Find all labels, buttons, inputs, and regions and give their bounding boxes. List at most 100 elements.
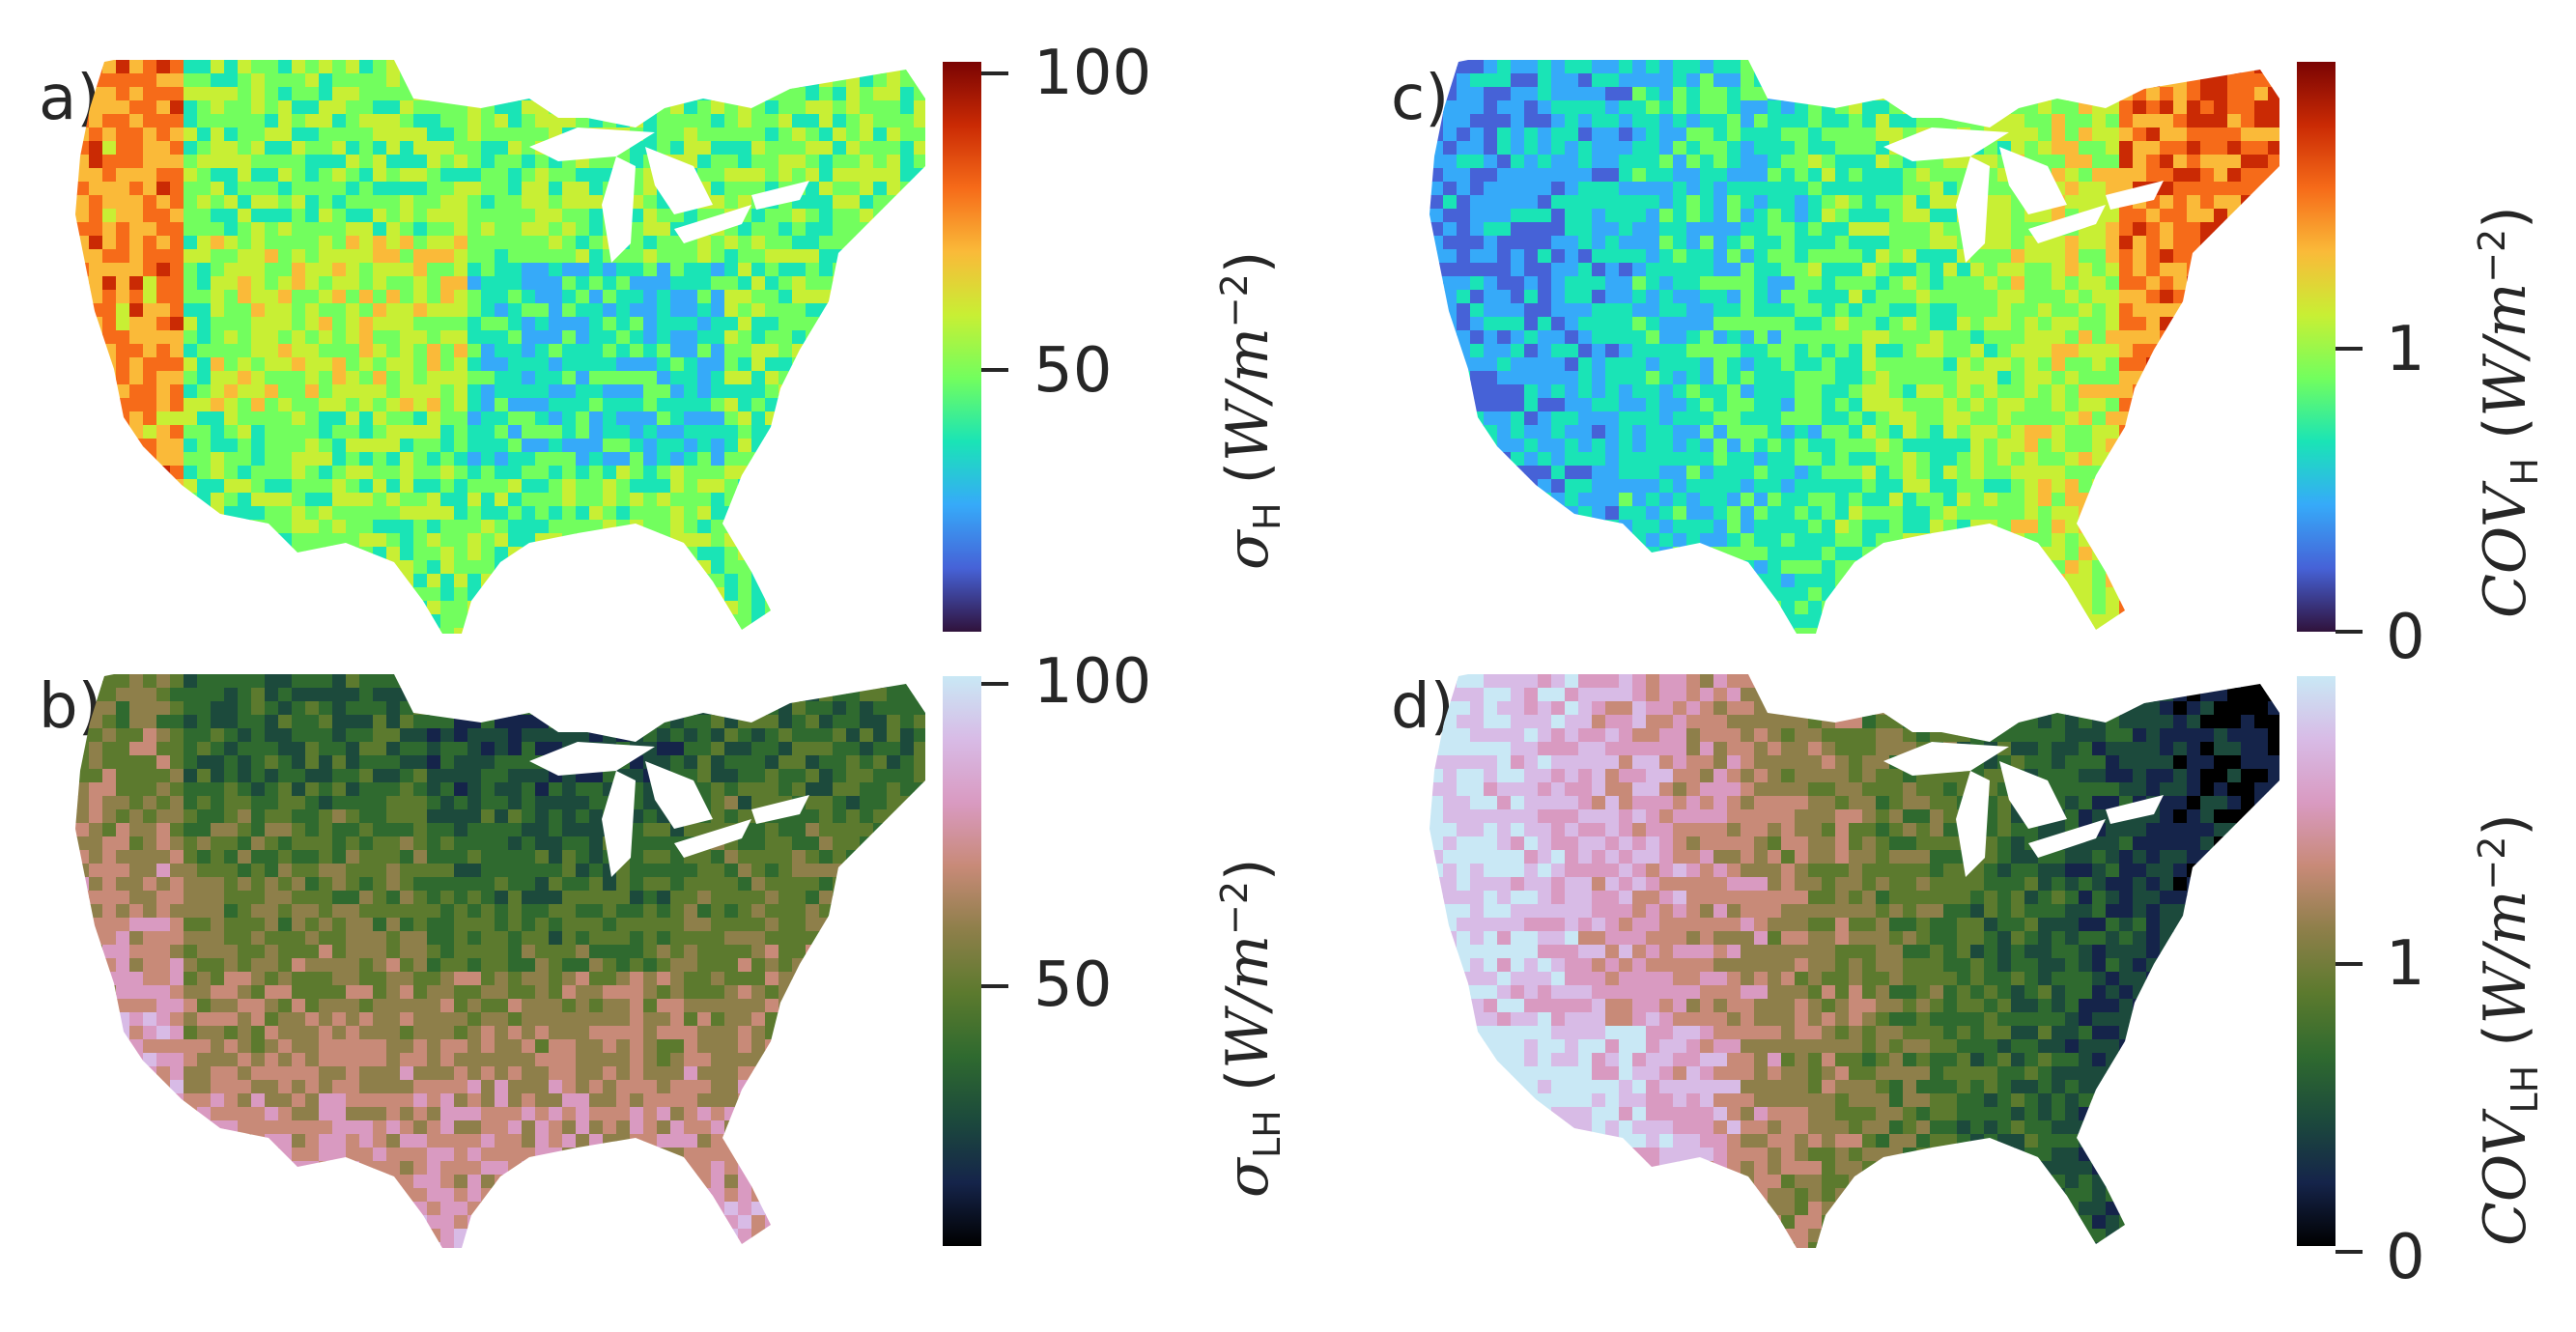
map-cell: [319, 168, 333, 183]
map-cell: [129, 466, 144, 480]
map-cell: [900, 728, 915, 743]
map-cell: [860, 357, 874, 372]
map-cell: [102, 755, 117, 770]
map-cell: [238, 439, 252, 453]
map-cell: [495, 891, 509, 905]
map-cell: [738, 371, 752, 385]
map-cell: [819, 864, 834, 878]
map-cell: [535, 384, 550, 399]
map-cell: [454, 742, 468, 756]
map-cell: [806, 574, 820, 588]
map-cell: [765, 728, 779, 743]
map-cell: [102, 601, 117, 615]
map-cell: [440, 628, 455, 634]
map-cell: [589, 439, 604, 453]
map-cell: [549, 614, 563, 629]
map-cell: [927, 290, 933, 304]
map-cell: [549, 276, 563, 291]
map-cell: [454, 1066, 468, 1081]
map-cell: [143, 60, 157, 74]
map-cell: [359, 560, 374, 575]
map-cell: [481, 1039, 495, 1054]
great-lake: [674, 205, 751, 243]
map-cell: [738, 493, 752, 507]
map-cell: [697, 1120, 712, 1135]
map-cell: [684, 384, 698, 399]
map-cell: [873, 674, 888, 689]
map-cell: [860, 688, 874, 702]
map-cell: [738, 836, 752, 851]
map-cell: [278, 357, 293, 372]
map-cell: [860, 182, 874, 196]
map-cell: [751, 141, 766, 156]
map-cell: [724, 195, 739, 210]
map-cell: [170, 100, 184, 115]
map-cell: [765, 466, 779, 480]
map-cell: [211, 891, 225, 905]
map-cell: [765, 479, 779, 494]
map-cell: [400, 1093, 414, 1108]
map-cell: [887, 506, 901, 521]
map-cell: [211, 276, 225, 291]
map-cell: [359, 114, 374, 128]
map-cell: [873, 823, 888, 837]
map-cell: [251, 688, 266, 702]
map-cell: [89, 100, 103, 115]
map-cell: [589, 466, 604, 480]
map-cell: [359, 398, 374, 412]
map-cell: [170, 371, 184, 385]
map-cell: [833, 688, 847, 702]
map-cell: [589, 547, 604, 561]
map-cell: [292, 796, 306, 810]
map-cell: [589, 1093, 604, 1108]
map-cell: [833, 371, 847, 385]
map-cell: [332, 114, 347, 128]
map-cell: [170, 823, 184, 837]
map-cell: [305, 891, 320, 905]
map-cell: [643, 344, 658, 358]
map-sensible-heat-std: [75, 60, 933, 634]
map-cell: [616, 547, 631, 561]
map-cell: [440, 1012, 455, 1027]
map-cell: [630, 357, 644, 372]
map-cell: [630, 715, 644, 729]
map-cell: [900, 628, 915, 634]
map-cell: [711, 628, 725, 634]
map-cell: [549, 195, 563, 210]
map-cell: [616, 728, 631, 743]
map-cell: [914, 100, 925, 115]
map-cell: [143, 823, 157, 837]
map-cell: [684, 715, 698, 729]
map-cell: [427, 506, 441, 521]
map-cell: [427, 168, 441, 183]
map-cell: [319, 411, 333, 426]
map-cell: [846, 742, 861, 756]
map-cell: [778, 985, 793, 1000]
map-cell: [508, 533, 523, 548]
map-cell: [454, 1053, 468, 1067]
map-cell: [238, 236, 252, 250]
map-cell: [778, 1120, 793, 1135]
map-cell: [129, 263, 144, 277]
map-cell: [751, 904, 766, 919]
map-cell: [778, 782, 793, 797]
map-cell: [589, 493, 604, 507]
map-cell: [89, 168, 103, 183]
map-cell: [819, 715, 834, 729]
map-cell: [224, 209, 239, 223]
map-cell: [873, 303, 888, 318]
map-cell: [684, 587, 698, 602]
map-cell: [89, 701, 103, 716]
map-cell: [657, 371, 671, 385]
map-cell: [400, 931, 414, 946]
map-cell: [116, 1134, 130, 1148]
map-cell: [562, 1134, 577, 1148]
map-cell: [495, 411, 509, 426]
map-cell: [738, 864, 752, 878]
map-cell: [319, 985, 333, 1000]
map-cell: [508, 128, 523, 142]
map-cell: [319, 809, 333, 824]
great-lake: [751, 181, 809, 210]
map-cell: [846, 73, 861, 88]
map-cell: [346, 945, 360, 959]
